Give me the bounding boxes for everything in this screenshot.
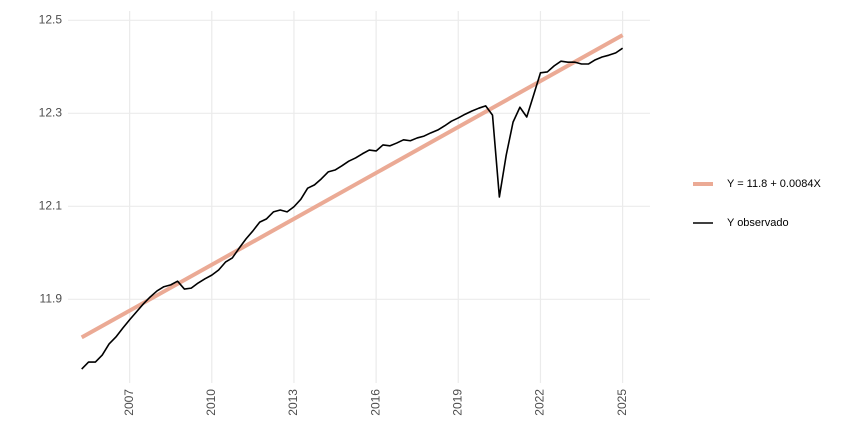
y-tick-label: 12.1 [39,198,63,212]
x-tick-label: 2022 [533,389,547,416]
legend-label: Y = 11.8 + 0.0084X [727,178,821,190]
x-tick-label: 2025 [615,389,629,416]
y-tick-label: 12.3 [39,105,63,119]
legend-label: Y observado [727,217,789,229]
line [80,33,624,340]
x-tick-label: 2010 [204,389,218,416]
x-tick-label: 2013 [286,389,300,416]
x-tick-label: 2016 [368,389,382,416]
x-tick-label: 2007 [122,389,136,416]
y-tick-label: 12.5 [39,12,63,26]
line [81,47,624,370]
x-tick-label: 2019 [450,389,464,416]
y-tick-label: 11.9 [40,291,63,305]
